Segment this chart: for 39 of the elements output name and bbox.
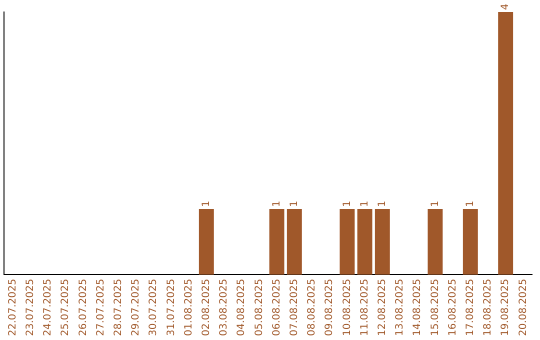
x-tick-label: 05.08.2025 [254,278,265,336]
data-label: 1 [200,200,212,208]
x-tick-label: 15.08.2025 [430,278,441,336]
x-tick-label: 06.08.2025 [271,278,282,336]
x-tick-label: 16.08.2025 [447,278,458,336]
x-tick-label: 03.08.2025 [218,278,230,336]
x-tick-label: 26.07.2025 [78,278,89,336]
x-tick-label: 31.07.2025 [166,278,177,336]
data-label: 1 [376,200,388,208]
data-label: 1 [464,200,476,208]
x-tick-label: 11.08.2025 [359,278,370,336]
data-label: 1 [288,200,300,208]
x-tick-label: 14.08.2025 [412,278,424,336]
x-tick-label: 28.07.2025 [112,278,124,336]
x-tick-label: 19.08.2025 [500,278,512,336]
x-tick-label: 27.07.2025 [95,278,106,336]
x-tick-label: 18.08.2025 [482,278,494,336]
x-tick-label: 13.08.2025 [394,278,406,336]
x-tick-label: 29.07.2025 [130,278,142,336]
x-tick-label: 01.08.2025 [183,278,194,336]
x-tick-label: 08.08.2025 [306,278,318,336]
data-label: 4 [500,4,512,10]
x-tick-label: 30.07.2025 [148,278,160,336]
x-tick-label: 24.07.2025 [42,278,54,336]
x-tick-label: 12.08.2025 [376,278,388,336]
x-tick-label: 17.08.2025 [464,278,476,336]
x-tick-label: 02.08.2025 [200,278,212,336]
x-tick-label: 25.07.2025 [60,278,72,336]
x-tick-label: 10.08.2025 [342,278,353,336]
x-tick-label: 20.08.2025 [518,278,529,336]
x-tick-label: 04.08.2025 [236,278,248,336]
x-tick-label: 22.07.2025 [7,278,18,336]
x-tick-label: 09.08.2025 [324,278,336,336]
data-label: 1 [359,200,370,208]
x-tick-label: 23.07.2025 [24,278,36,336]
data-label: 1 [430,200,441,208]
data-label: 1 [342,200,353,208]
data-label: 1 [271,200,282,208]
x-tick-label: 07.08.2025 [288,278,300,336]
